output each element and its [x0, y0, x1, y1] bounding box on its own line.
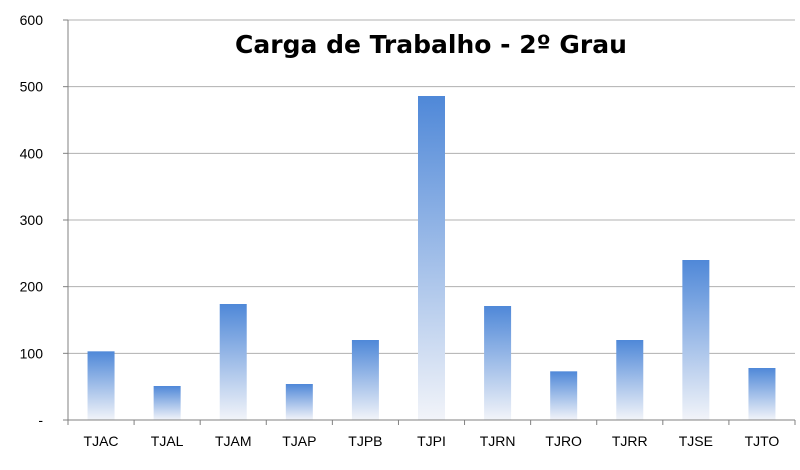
bar-tjto: [748, 368, 776, 420]
bar-tjpb: [351, 340, 379, 420]
x-tick-label: TJPI: [417, 433, 446, 449]
y-tick-label: 600: [20, 12, 44, 28]
x-tick-label: TJRO: [545, 433, 582, 449]
x-tick-label: TJRN: [480, 433, 516, 449]
y-axis-tick-labels: - 100 200 300 400 500 600: [20, 12, 44, 428]
y-tick-label: 200: [20, 279, 44, 295]
x-axis-tick-labels: TJAC TJAL TJAM TJAP TJPB TJPI TJRN TJRO TJRR TJSE…: [84, 433, 780, 449]
bar-tjap: [285, 384, 313, 420]
bar-tjpi: [418, 96, 445, 420]
chart-title: Carga de Trabalho - 2º Grau: [235, 30, 627, 59]
y-tick-label: 100: [20, 345, 44, 361]
bar-tjac: [87, 351, 115, 420]
y-tick-label: 400: [20, 145, 44, 161]
y-tick-label: -: [38, 412, 43, 428]
bars: [87, 96, 776, 420]
bar-tjro: [550, 371, 578, 420]
x-tick-label: TJAM: [215, 433, 252, 449]
bar-tjse: [682, 260, 710, 420]
x-tick-label: TJSE: [679, 433, 713, 449]
axes: [67, 20, 796, 425]
x-tick-label: TJAC: [84, 433, 119, 449]
y-tick-label: 500: [20, 79, 44, 95]
y-tick-label: 300: [20, 212, 44, 228]
bar-tjrn: [484, 306, 512, 420]
bar-tjal: [153, 386, 181, 420]
bar-tjrr: [616, 340, 644, 420]
x-tick-label: TJAL: [151, 433, 184, 449]
x-tick-label: TJAP: [282, 433, 316, 449]
x-tick-label: TJPB: [348, 433, 382, 449]
x-tick-label: TJTO: [745, 433, 780, 449]
x-tick-label: TJRR: [612, 433, 648, 449]
bar-tjam: [219, 304, 247, 420]
